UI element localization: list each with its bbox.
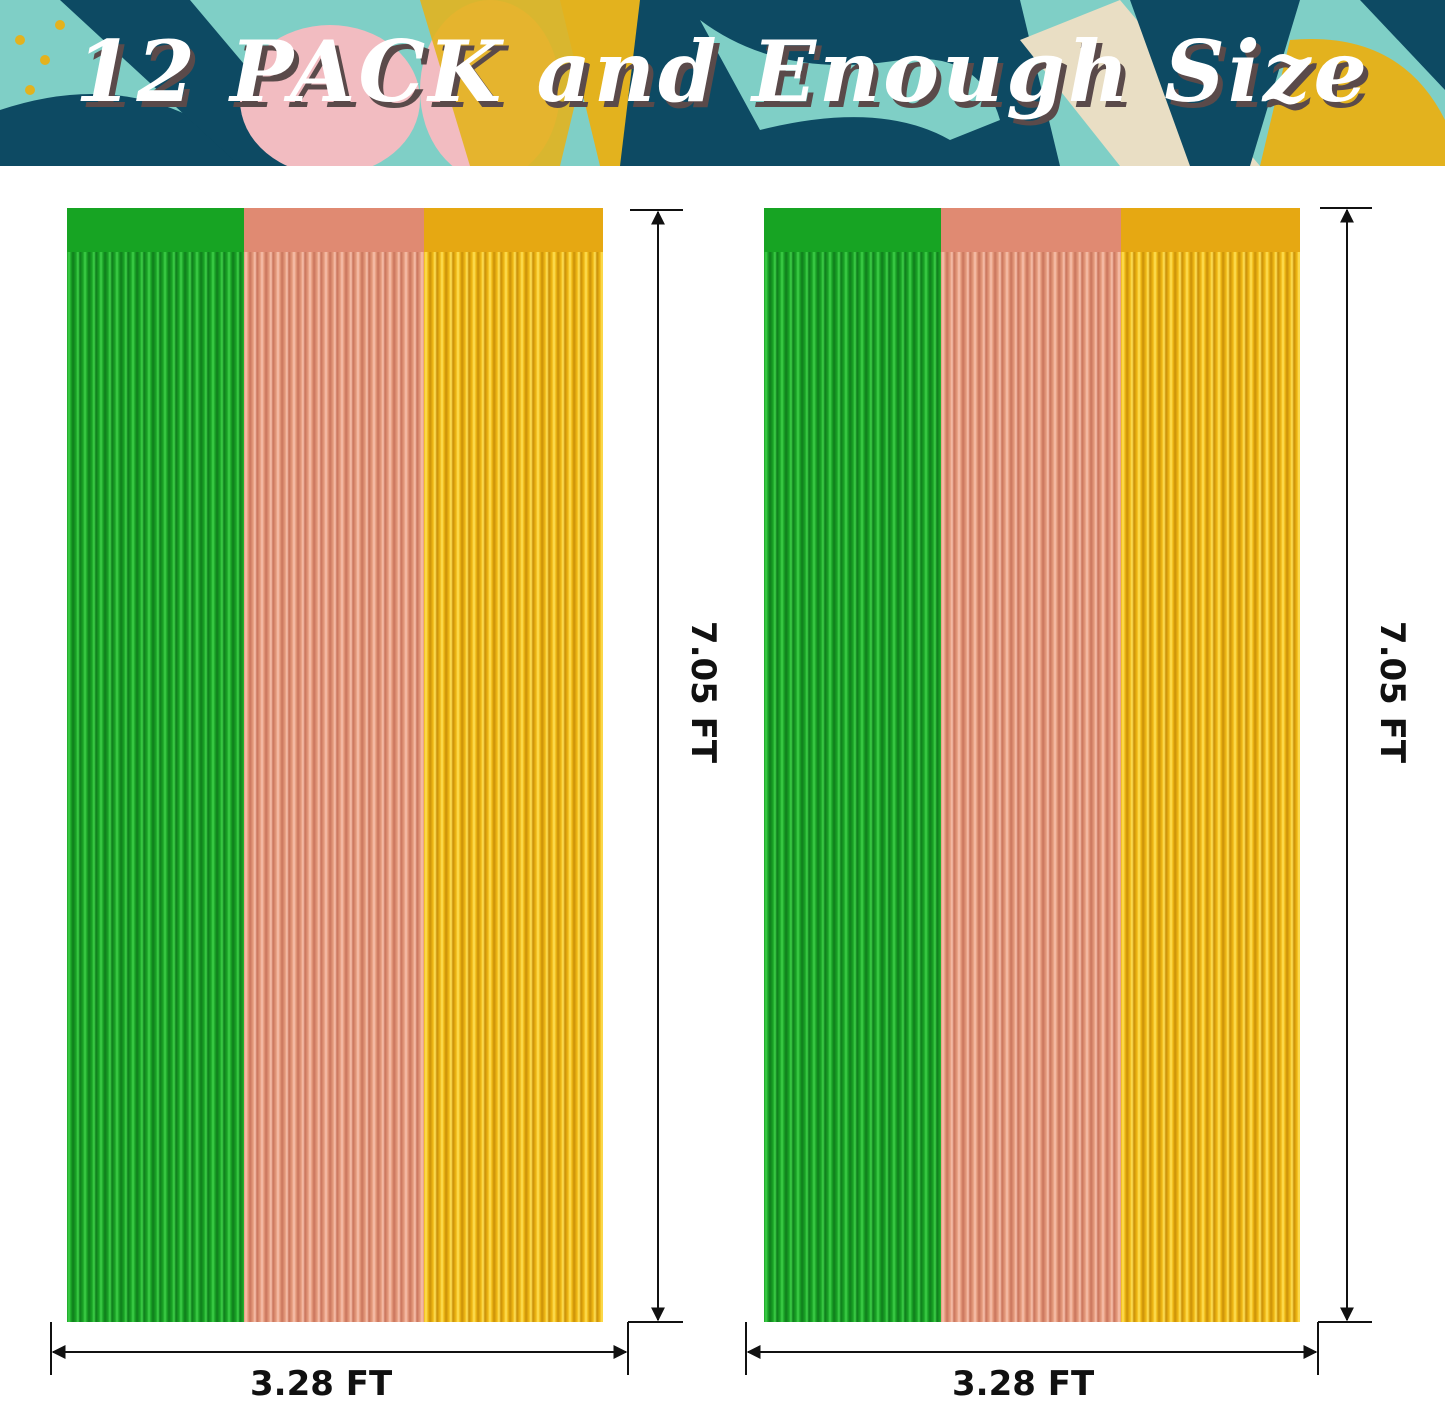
fringe <box>1121 252 1300 1322</box>
fringe <box>244 252 424 1322</box>
height-label-right: 7.05 FT <box>1372 620 1413 764</box>
width-dimension-right <box>745 1322 1319 1375</box>
width-label-right: 3.28 FT <box>952 1364 1095 1404</box>
stripe-gold <box>424 208 603 1322</box>
header-band <box>764 208 941 252</box>
fringe <box>764 252 941 1322</box>
height-dimension-left <box>628 209 683 1323</box>
curtain-right <box>764 208 1300 1322</box>
header-band <box>67 208 244 252</box>
width-label-left: 3.28 FT <box>250 1364 393 1404</box>
stripe-green <box>67 208 244 1322</box>
width-dimension-left <box>50 1322 629 1375</box>
fringe <box>67 252 244 1322</box>
stripe-gold <box>1121 208 1300 1322</box>
stripe-peach <box>941 208 1121 1322</box>
fringe <box>941 252 1121 1322</box>
fringe <box>424 252 603 1322</box>
tropical-leaf-pattern <box>0 0 1445 166</box>
header-band <box>941 208 1121 252</box>
height-label-left: 7.05 FT <box>683 620 724 764</box>
stripe-green <box>764 208 941 1322</box>
curtain-left <box>67 208 603 1322</box>
header-band <box>244 208 424 252</box>
header-band <box>424 208 603 252</box>
height-dimension-right <box>1318 207 1372 1323</box>
stripe-peach <box>244 208 424 1322</box>
banner-title: 12 PACK and Enough Size <box>75 22 1370 121</box>
banner: 12 PACK and Enough Size <box>0 0 1445 166</box>
header-band <box>1121 208 1300 252</box>
